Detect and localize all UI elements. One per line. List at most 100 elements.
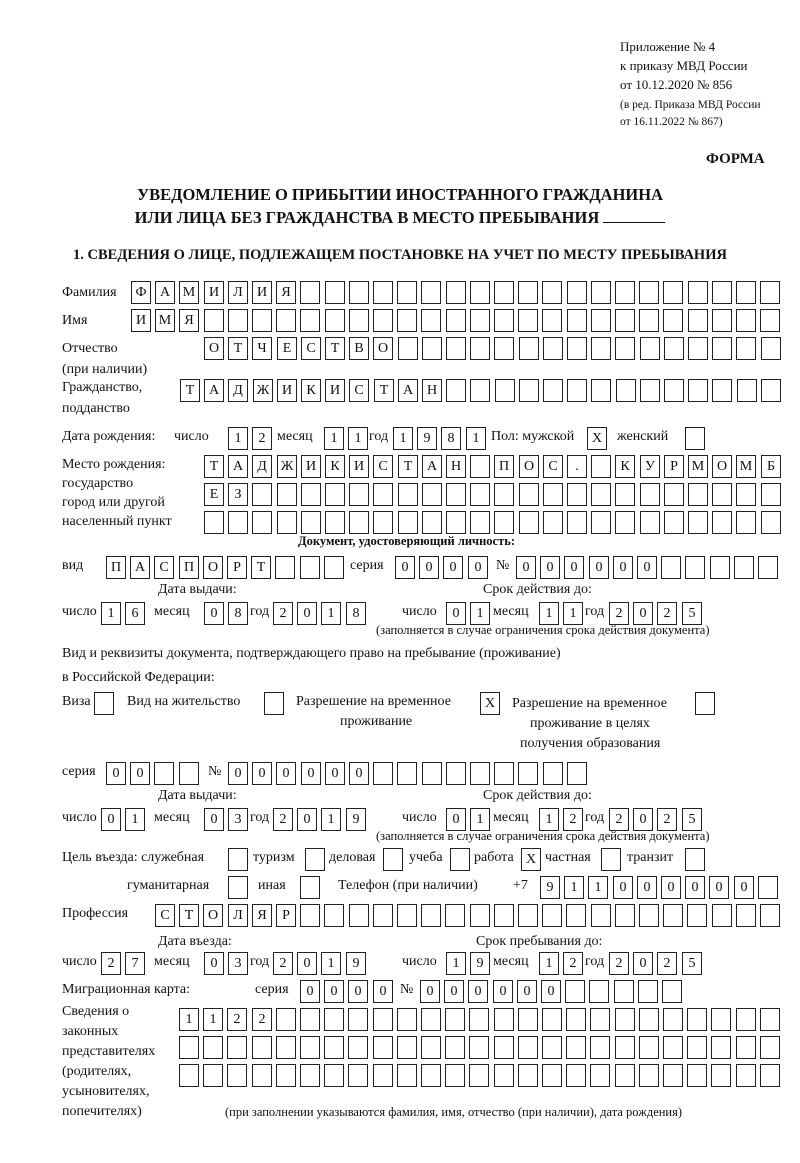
char-cell[interactable] (543, 337, 563, 360)
char-cell[interactable] (614, 980, 634, 1003)
char-cell[interactable] (712, 379, 732, 402)
char-cell[interactable]: Н (422, 379, 442, 402)
char-cell[interactable]: 8 (346, 602, 366, 625)
char-cell[interactable] (736, 904, 756, 927)
char-cell[interactable] (470, 455, 490, 478)
char-cell[interactable] (227, 1036, 247, 1059)
char-cell[interactable] (711, 1036, 731, 1059)
char-cell[interactable]: Б (761, 455, 781, 478)
char-cell[interactable] (760, 1064, 780, 1087)
char-cell[interactable]: 0 (633, 808, 653, 831)
char-cell[interactable] (470, 337, 490, 360)
char-cell[interactable]: 1 (125, 808, 145, 831)
char-cell[interactable] (277, 483, 297, 506)
char-cell[interactable] (542, 1008, 562, 1031)
char-cell[interactable] (615, 281, 635, 304)
char-cell[interactable]: 0 (130, 762, 150, 785)
char-cell[interactable]: 0 (541, 980, 561, 1003)
char-cell[interactable] (204, 511, 224, 534)
char-cell[interactable] (566, 1008, 586, 1031)
char-cell[interactable] (204, 309, 224, 332)
char-cell[interactable] (639, 1036, 659, 1059)
char-cell[interactable] (348, 1036, 368, 1059)
char-cell[interactable] (591, 511, 611, 534)
char-cell[interactable] (349, 904, 369, 927)
char-cell[interactable] (373, 511, 393, 534)
char-cell[interactable] (325, 309, 345, 332)
char-cell[interactable] (640, 379, 660, 402)
char-cell[interactable] (663, 1008, 683, 1031)
char-cell[interactable]: 0 (637, 556, 657, 579)
char-cell[interactable] (567, 483, 587, 506)
char-cell[interactable] (470, 379, 490, 402)
char-cell[interactable]: И (301, 455, 321, 478)
char-cell[interactable] (324, 1064, 344, 1087)
char-cell[interactable]: Е (204, 483, 224, 506)
char-cell[interactable]: 1 (539, 808, 559, 831)
char-cell[interactable]: 1 (539, 602, 559, 625)
char-cell[interactable] (760, 904, 780, 927)
char-cell[interactable] (494, 762, 514, 785)
char-cell[interactable] (421, 1036, 441, 1059)
char-cell[interactable] (397, 1064, 417, 1087)
char-cell[interactable] (397, 762, 417, 785)
char-cell[interactable]: 1 (564, 876, 584, 899)
char-cell[interactable] (421, 1064, 441, 1087)
char-cell[interactable] (495, 379, 515, 402)
char-cell[interactable] (494, 281, 514, 304)
char-cell[interactable]: 1 (470, 808, 490, 831)
char-cell[interactable]: 0 (325, 762, 345, 785)
char-cell[interactable]: Е (277, 337, 297, 360)
char-cell[interactable]: 0 (446, 808, 466, 831)
checkbox[interactable]: X (521, 848, 541, 871)
char-cell[interactable]: И (131, 309, 151, 332)
char-cell[interactable] (567, 762, 587, 785)
char-cell[interactable] (736, 309, 756, 332)
char-cell[interactable]: Л (228, 904, 248, 927)
char-cell[interactable] (542, 1036, 562, 1059)
char-cell[interactable]: 0 (734, 876, 754, 899)
char-cell[interactable] (761, 379, 781, 402)
checkbox[interactable]: X (480, 692, 500, 715)
char-cell[interactable]: 1 (101, 602, 121, 625)
char-cell[interactable] (567, 337, 587, 360)
char-cell[interactable] (543, 511, 563, 534)
char-cell[interactable]: 8 (441, 427, 461, 450)
char-cell[interactable]: И (349, 455, 369, 478)
char-cell[interactable] (688, 281, 708, 304)
char-cell[interactable] (300, 309, 320, 332)
char-cell[interactable]: 0 (443, 556, 463, 579)
char-cell[interactable] (252, 511, 272, 534)
char-cell[interactable] (349, 511, 369, 534)
char-cell[interactable]: 2 (563, 952, 583, 975)
char-cell[interactable] (566, 1064, 586, 1087)
char-cell[interactable]: 1 (393, 427, 413, 450)
char-cell[interactable] (349, 483, 369, 506)
char-cell[interactable]: 9 (540, 876, 560, 899)
char-cell[interactable] (300, 1064, 320, 1087)
char-cell[interactable] (470, 762, 490, 785)
char-cell[interactable]: 2 (273, 808, 293, 831)
char-cell[interactable] (712, 483, 732, 506)
char-cell[interactable] (277, 511, 297, 534)
char-cell[interactable] (397, 1036, 417, 1059)
char-cell[interactable] (373, 904, 393, 927)
char-cell[interactable] (494, 1064, 514, 1087)
char-cell[interactable] (446, 483, 466, 506)
char-cell[interactable] (711, 1064, 731, 1087)
char-cell[interactable] (736, 511, 756, 534)
char-cell[interactable] (591, 483, 611, 506)
char-cell[interactable] (324, 904, 344, 927)
char-cell[interactable]: Т (251, 556, 271, 579)
char-cell[interactable] (566, 1036, 586, 1059)
char-cell[interactable]: 3 (228, 808, 248, 831)
char-cell[interactable] (421, 309, 441, 332)
char-cell[interactable] (615, 337, 635, 360)
char-cell[interactable]: Т (325, 337, 345, 360)
char-cell[interactable] (203, 1064, 223, 1087)
char-cell[interactable]: 0 (204, 808, 224, 831)
char-cell[interactable] (422, 483, 442, 506)
checkbox[interactable] (264, 692, 284, 715)
char-cell[interactable]: 0 (101, 808, 121, 831)
char-cell[interactable] (494, 1008, 514, 1031)
